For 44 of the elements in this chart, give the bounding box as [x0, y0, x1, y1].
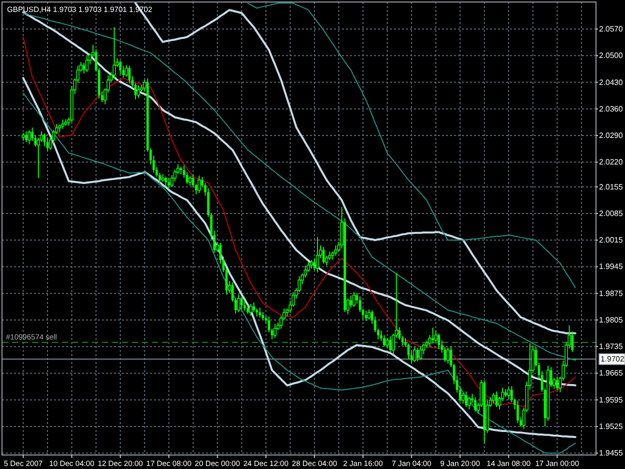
line-series — [247, 2, 576, 288]
candlestick — [438, 333, 440, 350]
candlestick — [474, 396, 476, 412]
candlestick — [389, 336, 392, 352]
candlestick — [119, 60, 122, 75]
candlestick — [350, 295, 352, 308]
candlestick — [273, 323, 277, 338]
candlestick — [446, 347, 450, 364]
candlestick — [367, 308, 371, 320]
candlestick — [240, 296, 243, 310]
candlestick — [61, 119, 64, 130]
candlestick — [464, 390, 468, 408]
candlestick — [322, 246, 325, 264]
candlestick — [85, 56, 89, 72]
candlestick — [188, 175, 192, 186]
candlestick — [383, 334, 386, 348]
candlestick — [316, 236, 320, 273]
candlestick — [386, 337, 389, 349]
candlestick — [168, 177, 170, 188]
candlestick — [258, 307, 262, 318]
candlestick — [516, 400, 519, 424]
candlestick — [507, 387, 510, 400]
candlestick — [124, 64, 128, 78]
candlestick — [128, 65, 131, 84]
candlestick — [492, 392, 496, 404]
candlestick — [198, 174, 201, 194]
candlestick — [249, 304, 252, 316]
candlestick — [432, 327, 434, 344]
candlestick — [164, 176, 168, 187]
candlestick — [413, 346, 416, 362]
candlestick — [112, 26, 116, 79]
candlestick — [556, 376, 558, 390]
candlestick — [434, 330, 438, 343]
candlestick — [136, 84, 140, 98]
candlestick — [252, 302, 255, 312]
candlestick — [416, 347, 419, 362]
candlestick — [82, 62, 86, 74]
candlestick — [28, 130, 31, 145]
candlestick — [419, 346, 422, 360]
candlestick — [25, 130, 28, 142]
candlestick — [352, 292, 356, 308]
candlestick — [334, 244, 338, 256]
candlestick — [244, 300, 246, 312]
candlestick — [237, 294, 240, 312]
